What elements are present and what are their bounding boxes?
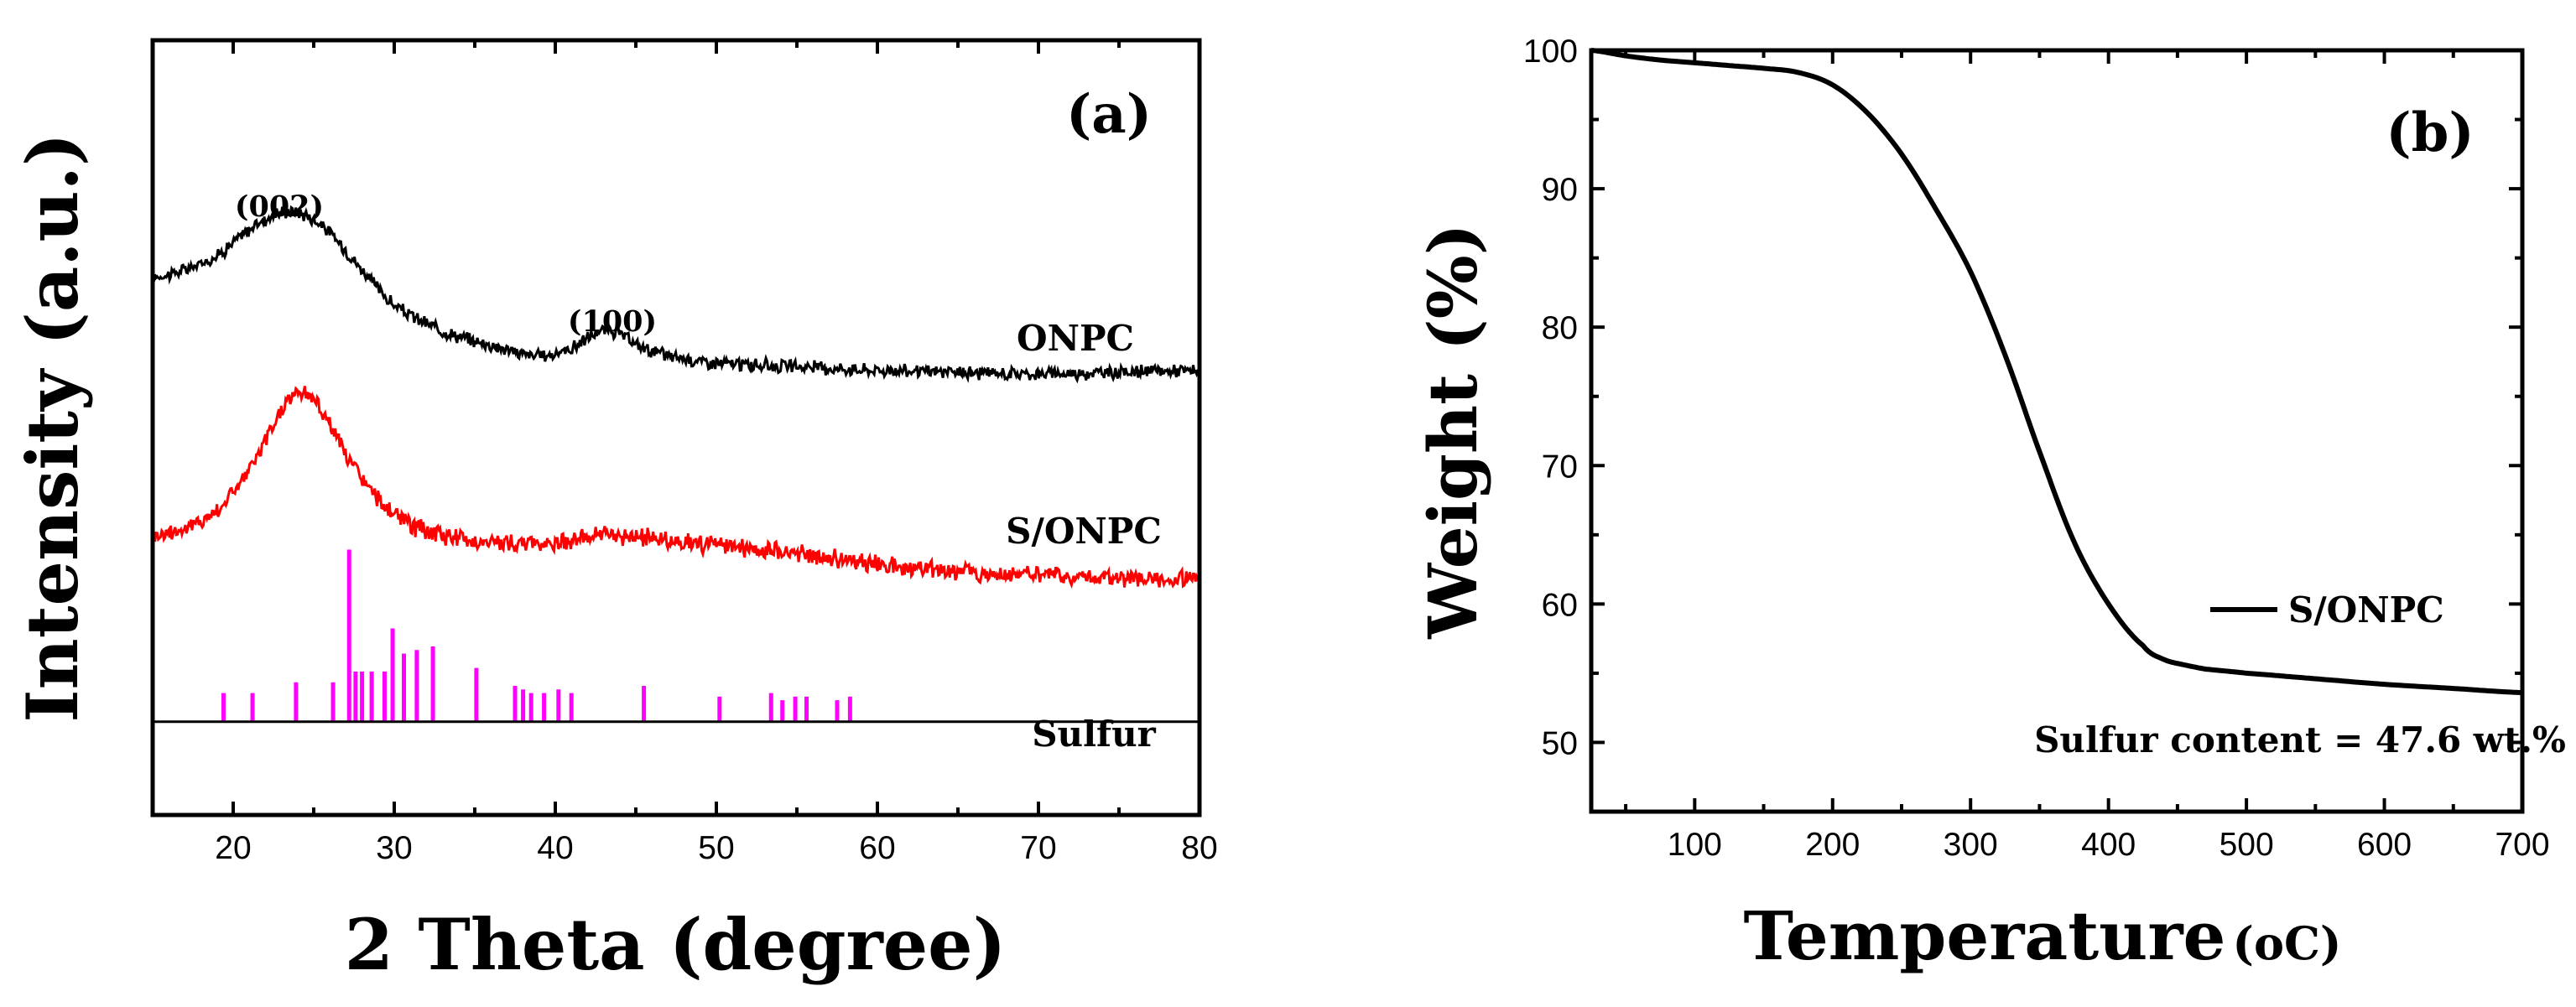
sulfur-content-note: Sulfur content = 47.6 wt.% [2034,719,2566,760]
panel-a-frame [150,38,1202,818]
x-axis-title-main: Temperature [1744,896,2226,975]
series-label-onpc: ONPC [1017,318,1134,359]
x-tick-label: 400 [2081,827,2136,863]
y-tick-label: 70 [1542,449,1578,485]
x-tick-label: 200 [1805,827,1860,863]
panel-a-x-ticks: 20 30 40 50 60 70 80 [151,40,1218,866]
x-axis-title-unit: (oC) [2232,916,2341,970]
y-tick-label: 60 [1542,587,1578,623]
legend-label-s-onpc: S/ONPC [2288,589,2444,631]
y-tick-label: 50 [1542,725,1578,761]
y-tick-label: 90 [1542,172,1578,208]
xrd-trace-onpc [151,205,1200,384]
s-onpc-tga-curve [1590,48,2521,695]
x-tick-label: 60 [859,830,895,866]
panel-b: 100 200 300 400 500 600 700 50 60 70 80 90 100 (b) S… [1413,34,2566,975]
x-tick-label: 300 [1944,827,1998,863]
x-tick-label: 50 [698,830,734,866]
panel-b-label: (b) [2386,101,2474,164]
panel-b-frame [1589,48,2525,814]
series-label-s-onpc: S/ONPC [1006,511,1162,552]
panel-a-x-axis-title: 2 Theta (degree) [345,903,1007,986]
x-tick-label: 30 [376,830,412,866]
series-label-sulfur: Sulfur [1032,714,1156,755]
x-tick-label: 80 [1181,830,1217,866]
xrd-trace-s-onpc [151,386,1200,589]
panel-a-traces [151,205,1200,589]
sulfur-reference-sticks [221,549,852,722]
panel-b-x-axis-title: Temperature (oC) [1744,896,2342,975]
peak-label-002: (002) [235,189,324,224]
panel-b-y-axis-title: Weight (%) [1413,223,1492,639]
peak-label-100: (100) [568,304,657,339]
y-tick-label: 80 [1542,310,1578,346]
x-tick-label: 70 [1020,830,1056,866]
x-tick-label: 20 [215,830,251,866]
x-tick-label: 600 [2357,827,2412,863]
x-tick-label: 500 [2220,827,2274,863]
panel-a-label: (a) [1066,83,1152,146]
panel-a: 20 30 40 50 60 70 80 (a) (002) (100) ONPC S/ON… [11,38,1218,986]
x-tick-label: 100 [1668,827,1722,863]
y-tick-label: 100 [1523,34,1578,70]
x-tick-label: 40 [537,830,573,866]
x-tick-label: 700 [2495,827,2549,863]
panel-b-ticks: 100 200 300 400 500 600 700 50 60 70 80 90 100 [1523,34,2550,863]
panel-a-y-axis-title: Intensity (a.u.) [11,132,94,722]
